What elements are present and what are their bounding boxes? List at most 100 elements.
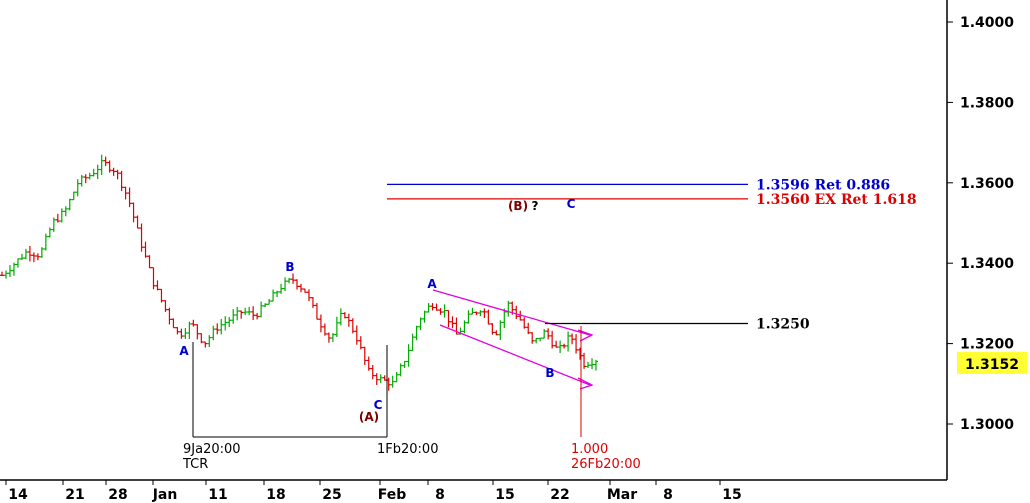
price-bar xyxy=(438,308,443,315)
channel-lower-arrow xyxy=(577,377,594,390)
price-bar xyxy=(23,248,28,260)
price-bar xyxy=(558,340,563,354)
price-bar xyxy=(522,317,527,329)
price-bar xyxy=(215,323,220,335)
current-price-box xyxy=(957,351,1027,374)
price-bar xyxy=(470,307,475,315)
price-bar xyxy=(239,310,244,319)
price-bar xyxy=(314,302,319,320)
y-tick-label: 1.4000 xyxy=(960,15,1014,31)
price-bar xyxy=(434,303,439,311)
price-bar xyxy=(550,330,555,349)
current-price-label: 1.3152 xyxy=(965,357,1019,373)
price-bar xyxy=(342,312,347,319)
price-bar xyxy=(207,335,212,348)
price-bar xyxy=(135,215,140,229)
price-bar xyxy=(334,316,339,337)
price-bar xyxy=(11,262,16,276)
price-bar xyxy=(103,156,108,167)
y-tick-label: 1.3000 xyxy=(960,417,1014,433)
price-bar xyxy=(7,265,12,278)
price-bar xyxy=(191,319,196,327)
price-bar xyxy=(35,253,40,261)
wave-label: B xyxy=(285,260,294,274)
price-bar xyxy=(211,325,216,341)
y-tick-label: 1.3600 xyxy=(960,176,1014,192)
price-bar xyxy=(267,299,272,305)
time-marker-label: TCR xyxy=(182,457,208,472)
price-bar xyxy=(43,233,48,251)
price-bar xyxy=(298,283,303,293)
wave-label: B xyxy=(545,366,554,380)
price-bar xyxy=(219,318,224,335)
price-bar xyxy=(199,333,204,344)
x-tick-label: 22 xyxy=(550,487,569,503)
price-bar xyxy=(442,304,447,318)
price-bar xyxy=(251,306,256,320)
price-bar xyxy=(362,346,367,365)
price-bar xyxy=(450,316,455,329)
price-bar xyxy=(143,241,148,258)
price-bar xyxy=(546,328,551,340)
price-bar xyxy=(71,191,76,201)
price-bar xyxy=(366,356,371,371)
x-tick-label: 28 xyxy=(108,487,127,503)
y-tick-label: 1.3200 xyxy=(960,337,1014,353)
price-bar xyxy=(275,290,280,298)
price-bar xyxy=(75,179,80,197)
price-bar xyxy=(374,373,379,386)
x-tick-label: 14 xyxy=(8,487,28,503)
price-bar xyxy=(398,363,403,377)
price-bar xyxy=(243,307,248,315)
price-bar xyxy=(291,273,296,284)
price-bar xyxy=(15,258,20,268)
price-bar xyxy=(554,340,559,348)
wave-label: (A) xyxy=(359,410,379,424)
price-bar xyxy=(562,343,567,349)
price-bar xyxy=(318,314,323,333)
wave-labels: ABC(A)AB(B)? C xyxy=(179,197,575,424)
channel-lines xyxy=(432,289,594,390)
price-bar xyxy=(322,323,327,336)
price-bar xyxy=(27,245,32,262)
price-bar xyxy=(83,174,88,184)
time-marker-label: 1.000 xyxy=(571,442,608,457)
x-tick-label: 11 xyxy=(208,487,227,503)
price-bar xyxy=(390,375,395,388)
price-bar xyxy=(330,333,335,343)
price-bar xyxy=(490,323,495,335)
time-marker-label: 26Fb20:00 xyxy=(571,457,641,472)
price-bar xyxy=(526,322,531,335)
price-bar xyxy=(382,375,387,381)
price-bar xyxy=(295,279,300,290)
price-bar xyxy=(494,330,499,336)
x-tick-label: 21 xyxy=(65,487,84,503)
price-bar xyxy=(223,316,228,331)
price-bar xyxy=(358,336,363,350)
y-tick-label: 1.3400 xyxy=(960,256,1014,272)
price-bar xyxy=(119,170,124,192)
price-bar xyxy=(534,337,539,344)
price-bar xyxy=(410,333,415,352)
x-tick-label: Feb xyxy=(378,487,407,503)
level-label: 1.3596 Ret 0.886 xyxy=(756,177,890,193)
price-bar xyxy=(406,344,411,367)
x-tick-label: 15 xyxy=(495,487,514,503)
x-tick-label: 15 xyxy=(722,487,741,503)
price-bar xyxy=(542,329,547,339)
price-bar xyxy=(287,278,292,284)
price-bar xyxy=(263,303,268,308)
x-tick-label: 8 xyxy=(435,487,445,503)
price-bar xyxy=(95,164,100,180)
price-bar xyxy=(231,309,236,324)
time-marker-label: 9Ja20:00 xyxy=(183,442,241,457)
price-bar xyxy=(350,318,355,334)
channel-lower-line xyxy=(439,324,591,386)
price-bar xyxy=(271,289,276,302)
price-bar xyxy=(247,306,252,316)
price-bar xyxy=(3,270,8,279)
wave-label: A xyxy=(427,277,437,291)
price-bar xyxy=(127,187,132,208)
